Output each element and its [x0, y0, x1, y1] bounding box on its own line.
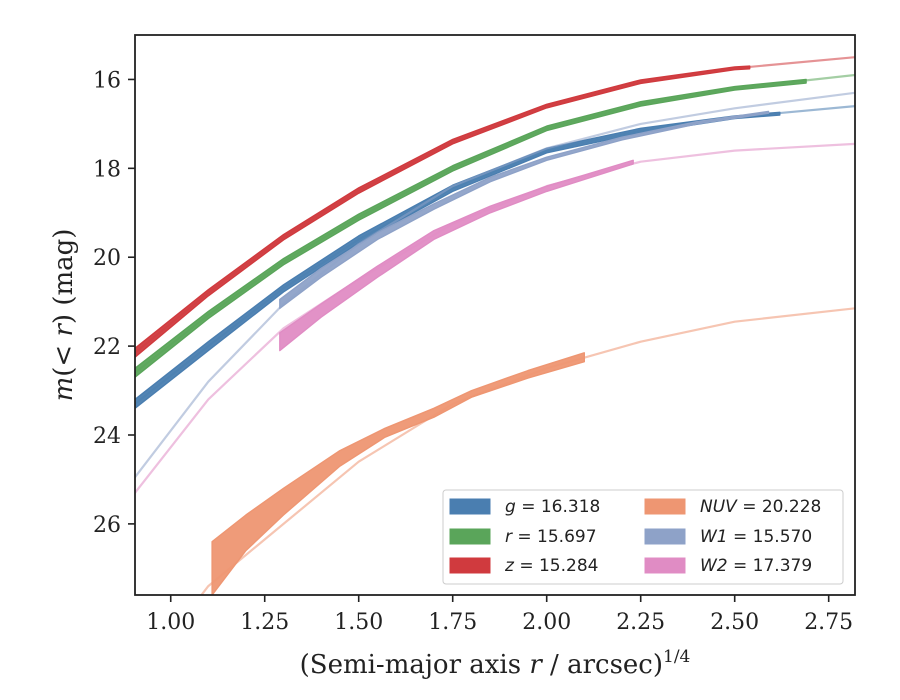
plot-area: [135, 56, 855, 595]
legend-var-r: r: [505, 527, 513, 547]
x-tick-label: 1.00: [146, 610, 195, 635]
legend-label-w1: W1 = 15.570: [700, 527, 812, 547]
fit-line-r: [135, 73, 855, 374]
x-tick-label: 2.00: [522, 610, 571, 635]
profile-band-nuv: [211, 352, 585, 595]
plot-frame: [134, 34, 856, 596]
legend-value-w2: = 17.379: [728, 556, 813, 576]
y-tick-label: 16: [93, 68, 121, 93]
legend-swatch-g: [449, 498, 491, 515]
legend-value-w1: = 15.570: [728, 527, 813, 547]
x-tick-label: 1.75: [428, 610, 477, 635]
y-axis: 16 18 20 22 24 26: [93, 68, 135, 538]
y-tick-label: 22: [93, 335, 121, 360]
legend-label-r: r = 15.697: [505, 527, 597, 547]
x-tick-label: 2.25: [616, 610, 665, 635]
x-tick-label: 2.75: [804, 610, 853, 635]
legend-swatch-w2: [644, 557, 686, 574]
y-tick-label: 24: [93, 424, 121, 449]
legend-var-w1: W1: [700, 527, 728, 547]
x-tick-label: 1.25: [240, 610, 289, 635]
legend-label-nuv: NUV = 20.228: [700, 497, 821, 517]
y-axis-label: m(< r) (mag): [49, 229, 79, 402]
y-tick-label: 18: [93, 157, 121, 182]
legend-value-z: = 15.284: [514, 556, 599, 576]
legend-label-z: z = 15.284: [504, 556, 598, 576]
legend-label-g: g = 16.318: [505, 497, 600, 517]
profile-band-w2: [279, 159, 634, 352]
legend-value-g: = 16.318: [516, 497, 601, 517]
legend-swatch-z: [449, 557, 491, 574]
legend-label-w2: W2 = 17.379: [700, 556, 812, 576]
x-axis-label: (Semi-major axis r / arcsec)1/4: [300, 647, 691, 680]
y-tick-label: 26: [93, 513, 121, 538]
profile-band-w1: [279, 110, 770, 309]
x-tick-label: 1.50: [334, 610, 383, 635]
fit-line-w1: [135, 91, 855, 479]
legend-value-nuv: = 20.228: [737, 497, 822, 517]
x-tick-label: 2.50: [710, 610, 759, 635]
fit-line-nuv: [200, 307, 855, 595]
legend-var-g: g: [505, 497, 516, 517]
profile-band-g: [135, 111, 781, 409]
legend-var-nuv: NUV: [700, 497, 738, 517]
legend-swatch-nuv: [644, 498, 686, 515]
legend-var-z: z: [504, 556, 515, 576]
legend-var-w2: W2: [700, 556, 728, 576]
legend-swatch-r: [449, 528, 491, 545]
legend-swatch-w1: [644, 528, 686, 545]
legend-frame: [442, 489, 844, 585]
profile-band-z: [135, 65, 751, 358]
x-axis: 1.00 1.25 1.50 1.75 2.00 2.25 2.50 2.75: [146, 595, 853, 635]
legend-value-r: = 15.697: [512, 527, 597, 547]
y-tick-label: 20: [93, 246, 121, 271]
profile-band-r: [135, 78, 807, 378]
